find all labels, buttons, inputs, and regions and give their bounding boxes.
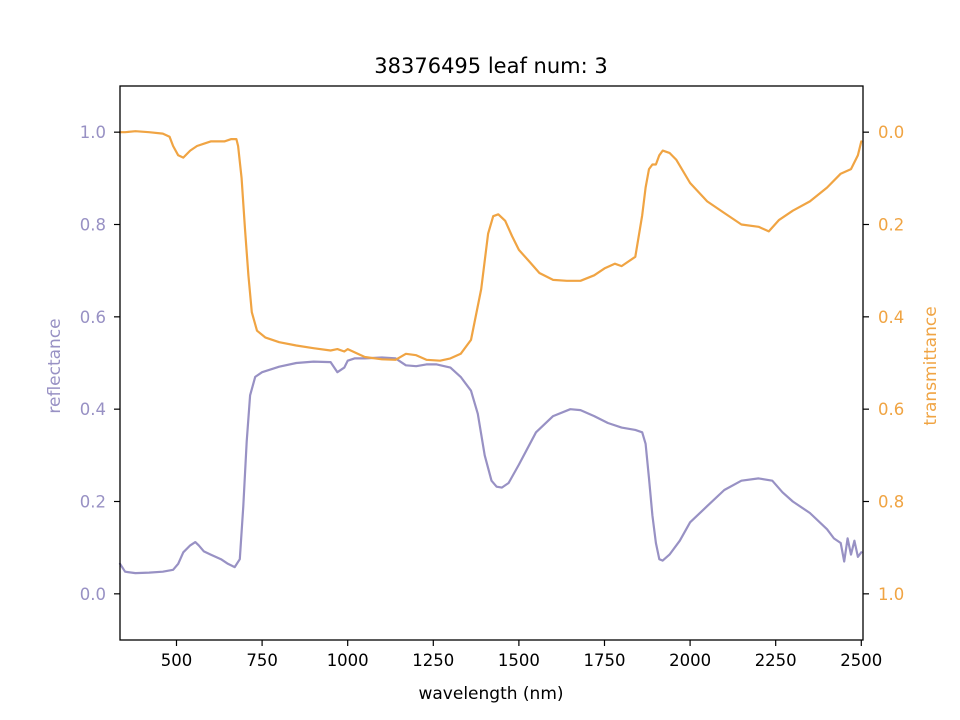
x-tick-label: 1750 [583, 651, 625, 670]
y-left-tick-label: 0.8 [80, 216, 106, 235]
x-tick-label: 2000 [669, 651, 711, 670]
y-axis-right-label: transmittance [921, 306, 941, 425]
y-right-tick-label: 0.6 [878, 400, 904, 419]
x-tick-label: 2500 [840, 651, 882, 670]
plot-lines [118, 130, 863, 575]
y-left-tick-label: 0.6 [80, 308, 106, 327]
axes: 500 750 1000 1250 1500 1750 2000 2250 2500 0.0 0.2… [80, 123, 905, 670]
x-tick-label: 1250 [412, 651, 454, 670]
transmittance-line [118, 130, 863, 362]
reflectance-line [118, 356, 863, 575]
y-right-tick-label: 1.0 [878, 585, 904, 604]
y-right-tick-label: 0.0 [878, 123, 904, 142]
x-tick-label: 500 [161, 651, 193, 670]
y-left-tick-label: 1.0 [80, 123, 106, 142]
y-left-tick-label: 0.2 [80, 493, 106, 512]
x-axis-label: wavelength (nm) [418, 684, 563, 704]
y-left-tick-label: 0.4 [80, 400, 106, 419]
y-right-tick-label: 0.4 [878, 308, 904, 327]
y-right-tick-label: 0.2 [878, 216, 904, 235]
y-left-tick-label: 0.0 [80, 585, 106, 604]
chart-title: 38376495 leaf num: 3 [374, 54, 607, 78]
x-tick-label: 1500 [498, 651, 540, 670]
plot-frame [119, 85, 864, 641]
y-right-tick-label: 0.8 [878, 493, 904, 512]
y-axis-left-label: reflectance [45, 318, 65, 413]
x-tick-label: 2250 [755, 651, 797, 670]
x-tick-label: 750 [246, 651, 278, 670]
x-tick-label: 1000 [327, 651, 369, 670]
